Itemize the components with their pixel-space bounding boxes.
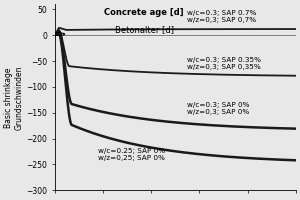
Y-axis label: Basic shrinkage
Grundschwinden: Basic shrinkage Grundschwinden [4,65,24,130]
Text: w/c=0.25; SAP 0%
w/z=0,25; SAP 0%: w/c=0.25; SAP 0% w/z=0,25; SAP 0% [98,148,166,161]
Text: w/c=0.3; SAP 0%
w/z=0,3; SAP 0%: w/c=0.3; SAP 0% w/z=0,3; SAP 0% [188,102,250,115]
Text: Betonalter [d]: Betonalter [d] [115,25,174,34]
Text: Concrete age [d]: Concrete age [d] [104,8,184,17]
Text: w/c=0.3; SAP 0.35%
w/z=0,3; SAP 0,35%: w/c=0.3; SAP 0.35% w/z=0,3; SAP 0,35% [188,57,262,70]
Text: w/c=0.3; SAP 0.7%
w/z=0,3; SAP 0,7%: w/c=0.3; SAP 0.7% w/z=0,3; SAP 0,7% [188,10,257,23]
